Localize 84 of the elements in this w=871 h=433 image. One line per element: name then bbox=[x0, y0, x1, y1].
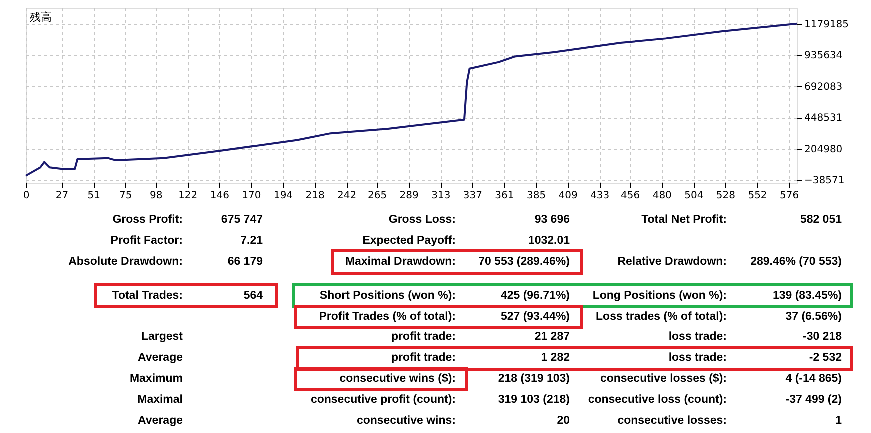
text: 1032.01 bbox=[528, 235, 571, 247]
x-tick-label: 75 bbox=[119, 190, 132, 202]
text: Average bbox=[138, 415, 183, 427]
x-tick-label: 146 bbox=[210, 190, 230, 202]
text: Short Positions (won %): bbox=[320, 290, 456, 302]
text: 1 282 bbox=[541, 352, 570, 364]
text: Maximum bbox=[130, 373, 183, 385]
text: Total Trades: bbox=[112, 290, 183, 302]
chart-title: 残高 bbox=[30, 11, 52, 24]
x-tick-label: 27 bbox=[56, 190, 69, 202]
x-tick-label: 361 bbox=[495, 190, 514, 202]
text: 70 553 (289.46%) bbox=[478, 256, 570, 268]
text: 218 (319 103) bbox=[498, 373, 570, 385]
text: Gross Profit: bbox=[112, 214, 183, 226]
x-tick-label: 194 bbox=[274, 190, 294, 202]
y-tick-label: 692083 bbox=[804, 82, 843, 93]
text: consecutive loss (count): bbox=[588, 394, 727, 406]
text: consecutive losses ($): bbox=[600, 373, 727, 385]
x-tick-label: 385 bbox=[526, 190, 546, 202]
x-tick-label: 504 bbox=[684, 190, 704, 202]
text: 7.21 bbox=[240, 235, 264, 247]
text: -2 532 bbox=[809, 352, 842, 364]
text: 319 103 (218) bbox=[498, 394, 570, 406]
text: 425 (96.71%) bbox=[500, 290, 570, 302]
text: loss trade: bbox=[668, 352, 727, 364]
text: consecutive profit (count): bbox=[310, 394, 456, 406]
text: Relative Drawdown: bbox=[618, 256, 727, 268]
text: Largest bbox=[141, 331, 184, 343]
line-series bbox=[25, 22, 798, 177]
x-tick-label: 51 bbox=[88, 190, 100, 202]
x-tick-label: 122 bbox=[178, 190, 198, 202]
text: -37 499 (2) bbox=[786, 394, 842, 406]
y-tick-label: 1179185 bbox=[804, 19, 850, 30]
text: 66 179 bbox=[228, 256, 263, 268]
text: loss trade: bbox=[668, 331, 727, 343]
x-tick-label: 337 bbox=[463, 190, 482, 202]
text: 139 (83.45%) bbox=[772, 290, 842, 302]
text: 20 bbox=[557, 415, 570, 427]
text: 93 696 bbox=[534, 214, 570, 226]
text: Profit Trades (% of total): bbox=[319, 311, 456, 323]
text: 289.46% (70 553) bbox=[750, 256, 842, 268]
x-tick-label: 0 bbox=[23, 190, 30, 202]
x-tick-label: 433 bbox=[590, 190, 610, 202]
text: Loss trades (% of total): bbox=[596, 311, 727, 323]
text: Expected Payoff: bbox=[362, 235, 456, 247]
text: Maximal Drawdown: bbox=[345, 256, 456, 268]
text: profit trade: bbox=[391, 331, 456, 343]
x-tick-label: 480 bbox=[652, 190, 672, 202]
text: Average bbox=[138, 352, 183, 364]
x-tick-label: 289 bbox=[400, 190, 419, 202]
text: Maximal bbox=[138, 394, 183, 406]
text: consecutive wins ($): bbox=[340, 373, 456, 385]
text: Long Positions (won %): bbox=[592, 290, 727, 302]
text: 4 (-14 865) bbox=[786, 373, 842, 385]
x-tick-label: 528 bbox=[716, 190, 736, 202]
y-tick-label: 448531 bbox=[804, 113, 843, 124]
text: 675 747 bbox=[221, 214, 263, 226]
text: 582 051 bbox=[800, 214, 843, 226]
x-tick-label: 409 bbox=[558, 190, 578, 202]
y-tick-label: 935634 bbox=[804, 50, 843, 62]
text: 564 bbox=[244, 290, 264, 302]
text: 37 (6.56%) bbox=[786, 311, 842, 323]
text: 21 287 bbox=[534, 331, 570, 343]
text: -30 218 bbox=[802, 331, 843, 343]
x-tick-label: 170 bbox=[242, 190, 262, 202]
text: Absolute Drawdown: bbox=[68, 256, 183, 268]
text: consecutive wins: bbox=[356, 415, 456, 427]
text: Gross Loss: bbox=[388, 214, 456, 226]
text: Profit Factor: bbox=[110, 235, 183, 247]
text: profit trade: bbox=[391, 352, 456, 364]
text: consecutive losses: bbox=[618, 415, 727, 427]
x-tick-label: 456 bbox=[621, 190, 640, 202]
x-tick-label: 552 bbox=[748, 190, 768, 202]
text: 1 bbox=[836, 415, 843, 427]
x-tick-label: 98 bbox=[150, 190, 163, 202]
x-tick-label: 265 bbox=[368, 190, 388, 202]
x-tick-label: 242 bbox=[338, 190, 357, 202]
text: 527 (93.44%) bbox=[500, 311, 570, 323]
x-tick-label: 576 bbox=[780, 190, 800, 202]
y-tick-label: −38571 bbox=[804, 176, 845, 187]
y-tick-label: 204980 bbox=[804, 144, 843, 156]
text: Total Net Profit: bbox=[642, 214, 727, 226]
x-tick-label: 218 bbox=[306, 190, 325, 202]
x-tick-label: 313 bbox=[432, 190, 451, 202]
